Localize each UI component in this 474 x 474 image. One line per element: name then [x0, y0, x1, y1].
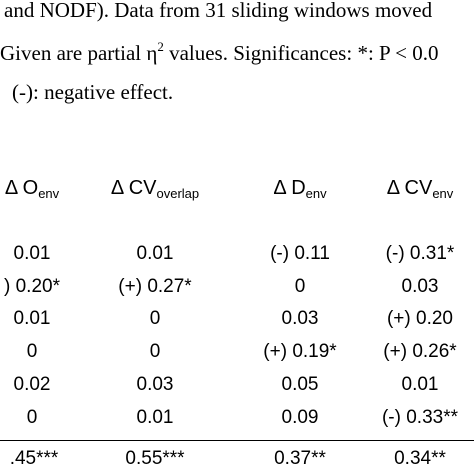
table-cell: 0.03 [281, 308, 319, 330]
table-cell: 0.01 [401, 373, 439, 395]
table-cell: 0.03 [136, 373, 174, 395]
table-cell: 0.01 [13, 243, 51, 264]
table-cell: ) 0.20* [4, 275, 60, 297]
caption-text: values. Significances: *: P < 0.0 [163, 41, 439, 65]
total-cell: 0.37** [274, 448, 326, 469]
table-cell: 0 [149, 341, 161, 363]
column-header: Δ Oenv [0, 178, 112, 200]
caption-line: Given are partial η2 values. Significanc… [0, 40, 439, 64]
header-sub: env [38, 186, 60, 201]
table-cell: (+) 0.26* [383, 341, 457, 363]
column-header: Δ CVenv [340, 178, 474, 200]
header-main: Δ CV [110, 177, 157, 199]
table-cell: 0 [26, 341, 38, 363]
table-cell: (+) 0.20 [386, 308, 453, 330]
table-cell: 0.01 [136, 243, 174, 264]
table-cell: 0.02 [13, 373, 51, 395]
table-cell: (-) 0.11 [270, 243, 330, 264]
table-cell: (-) 0.31* [385, 243, 455, 264]
caption-line: and NODF). Data from 31 sliding windows … [4, 0, 433, 22]
table-cell: 0.01 [13, 308, 51, 330]
table-cell: 0 [26, 406, 38, 428]
table-cell: 0.01 [136, 406, 174, 428]
table-cell: (-) 0.33** [381, 406, 459, 428]
superscript: 2 [157, 39, 164, 54]
table-cell: (+) 0.19* [263, 341, 337, 363]
caption-line: (-): negative effect. [12, 80, 174, 104]
header-sub: overlap [156, 186, 200, 201]
table-rule [0, 440, 474, 441]
total-cell: 0.34** [394, 448, 446, 469]
table-cell: 0 [294, 275, 306, 297]
caption-text: Given are partial η [0, 41, 158, 65]
header-main: Δ O [4, 177, 39, 199]
header-sub: env [432, 186, 454, 201]
column-header: Δ Denv [220, 178, 380, 200]
header-main: Δ D [273, 177, 306, 199]
total-cell: 0.55*** [125, 448, 185, 469]
table-cell: 0.03 [401, 275, 439, 297]
table-cell: 0.05 [281, 373, 319, 395]
header-main: Δ CV [386, 177, 433, 199]
column-header: Δ CVoverlap [75, 178, 235, 200]
total-cell: .45*** [9, 448, 59, 469]
header-sub: env [305, 186, 327, 201]
table-cell: (+) 0.27* [118, 275, 192, 297]
table-cell: 0.09 [281, 406, 319, 428]
table-cell: 0 [149, 308, 161, 330]
